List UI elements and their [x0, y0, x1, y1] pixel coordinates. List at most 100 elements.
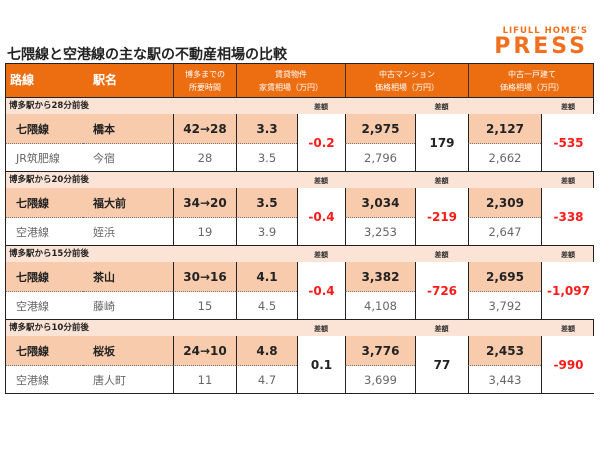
header-rent-l2: 家賃相場（万円）: [259, 82, 323, 92]
sub-line: 空港線: [6, 218, 83, 245]
group-header: 博多駅から28分前後 差額 差額 差額: [6, 98, 593, 114]
sub-line: 空港線: [6, 366, 83, 393]
sub-time: 11: [173, 366, 236, 393]
sub-mansion: 4,108: [345, 292, 415, 319]
main-mansion: 2,975: [345, 114, 415, 144]
diff-label-house: 差額: [561, 177, 575, 185]
sub-station: 姪浜: [83, 218, 173, 245]
diff-label-house: 差額: [561, 325, 575, 333]
sub-rent: 4.7: [236, 366, 297, 393]
group-title: 博多駅から28分前後: [9, 101, 89, 111]
main-rent: 3.5: [236, 188, 297, 218]
diff-mansion: -726: [415, 262, 468, 319]
main-station: 橋本: [83, 114, 173, 144]
sub-rent: 4.5: [236, 292, 297, 319]
logo-bottom-text: PRESS: [494, 34, 588, 59]
sub-line: 空港線: [6, 292, 83, 319]
page-title: 七隈線と空港線の主な駅の不動産相場の比較: [7, 47, 287, 63]
sub-mansion: 3,253: [345, 218, 415, 245]
diff-label-house: 差額: [561, 251, 575, 259]
time-group: 博多駅から28分前後 差額 差額 差額 七隈線 橋本 42→28 3.3 -0.…: [6, 98, 595, 171]
sub-house: 2,662: [468, 144, 541, 171]
diff-rent: 0.1: [297, 336, 345, 393]
main-line: 七隈線: [6, 336, 83, 366]
diff-rent: -0.4: [297, 262, 345, 319]
sub-house: 2,647: [468, 218, 541, 245]
sub-house: 3,443: [468, 366, 541, 393]
main-mansion: 3,776: [345, 336, 415, 366]
group-title: 博多駅から10分前後: [9, 323, 89, 333]
group-header: 博多駅から15分前後 差額 差額 差額: [6, 246, 593, 262]
diff-rent: -0.2: [297, 114, 345, 171]
main-time: 30→16: [173, 262, 236, 292]
time-group: 博多駅から20分前後 差額 差額 差額 七隈線 福大前 34→20 3.5 -0…: [6, 171, 595, 245]
logo-top-text: LIFULL HOME'S: [502, 26, 588, 36]
diff-mansion: 179: [415, 114, 468, 171]
diff-label-house: 差額: [561, 103, 575, 111]
group-header: 博多駅から10分前後 差額 差額 差額: [6, 320, 593, 336]
group-body: 七隈線 福大前 34→20 3.5 -0.4 3,034 -219 2,309 …: [6, 188, 595, 245]
diff-label-rent: 差額: [314, 325, 328, 333]
sub-station: 唐人町: [83, 366, 173, 393]
diff-label-rent: 差額: [314, 103, 328, 111]
sub-mansion: 2,796: [345, 144, 415, 171]
main-house: 2,309: [468, 188, 541, 218]
group-title: 博多駅から15分前後: [9, 249, 89, 259]
main-rent: 4.8: [236, 336, 297, 366]
diff-label-mansion: 差額: [434, 177, 449, 185]
main-rent: 3.3: [236, 114, 297, 144]
header-mansion-l2: 価格相場（万円）: [375, 82, 439, 92]
header-house-l2: 価格相場（万円）: [500, 82, 564, 92]
main-time: 42→28: [173, 114, 236, 144]
time-group: 博多駅から15分前後 差額 差額 差額 七隈線 茶山 30→16 4.1 -0.…: [6, 245, 595, 319]
main-rent: 4.1: [236, 262, 297, 292]
diff-house: -535: [541, 114, 595, 171]
group-body: 七隈線 桜坂 24→10 4.8 0.1 3,776 77 2,453 -990…: [6, 336, 595, 393]
header-station: 駅名: [93, 73, 118, 87]
diff-mansion: 77: [415, 336, 468, 393]
sub-rent: 3.9: [236, 218, 297, 245]
diff-label-rent: 差額: [314, 177, 328, 185]
diff-label-mansion: 差額: [434, 251, 449, 259]
main-house: 2,695: [468, 262, 541, 292]
time-group: 博多駅から10分前後 差額 差額 差額 七隈線 桜坂 24→10 4.8 0.1…: [6, 319, 595, 393]
diff-mansion: -219: [415, 188, 468, 245]
sub-house: 3,792: [468, 292, 541, 319]
diff-label-mansion: 差額: [434, 103, 449, 111]
sub-station: 今宿: [83, 144, 173, 171]
main-time: 24→10: [173, 336, 236, 366]
group-body: 七隈線 茶山 30→16 4.1 -0.4 3,382 -726 2,695 -…: [6, 262, 595, 319]
table-header: 路線 駅名 博多までの 所要時間 賃貸物件 家賃相場（万円） 中古マンション 価格相場…: [6, 64, 593, 98]
main-mansion: 3,034: [345, 188, 415, 218]
group-body: 七隈線 橋本 42→28 3.3 -0.2 2,975 179 2,127 -5…: [6, 114, 595, 171]
sub-time: 15: [173, 292, 236, 319]
main-time: 34→20: [173, 188, 236, 218]
main-station: 茶山: [83, 262, 173, 292]
header-time-l2: 所要時間: [189, 82, 221, 92]
main-line: 七隈線: [6, 188, 83, 218]
sub-station: 藤崎: [83, 292, 173, 319]
diff-label-rent: 差額: [314, 251, 328, 259]
diff-house: -990: [541, 336, 595, 393]
sub-time: 28: [173, 144, 236, 171]
main-house: 2,127: [468, 114, 541, 144]
main-mansion: 3,382: [345, 262, 415, 292]
header-time-l1: 博多までの: [185, 69, 225, 79]
sub-rent: 3.5: [236, 144, 297, 171]
header-house-l1: 中古一戸建て: [508, 69, 556, 79]
main-station: 福大前: [83, 188, 173, 218]
comparison-table: 路線 駅名 博多までの 所要時間 賃貸物件 家賃相場（万円） 中古マンション 価格相場…: [5, 63, 595, 394]
main-line: 七隈線: [6, 262, 83, 292]
header-mansion-l1: 中古マンション: [379, 69, 435, 79]
header-rent-l1: 賃貸物件: [275, 69, 307, 79]
lifull-press-logo: LIFULL HOME'S PRESS: [494, 26, 588, 58]
header-rent: 賃貸物件家賃相場（万円）: [236, 64, 345, 97]
diff-house: -338: [541, 188, 595, 245]
header-line: 路線: [10, 73, 35, 87]
header-time: 博多までの 所要時間: [173, 64, 236, 97]
sub-time: 19: [173, 218, 236, 245]
main-station: 桜坂: [83, 336, 173, 366]
main-line: 七隈線: [6, 114, 83, 144]
sub-mansion: 3,699: [345, 366, 415, 393]
diff-label-mansion: 差額: [434, 325, 449, 333]
